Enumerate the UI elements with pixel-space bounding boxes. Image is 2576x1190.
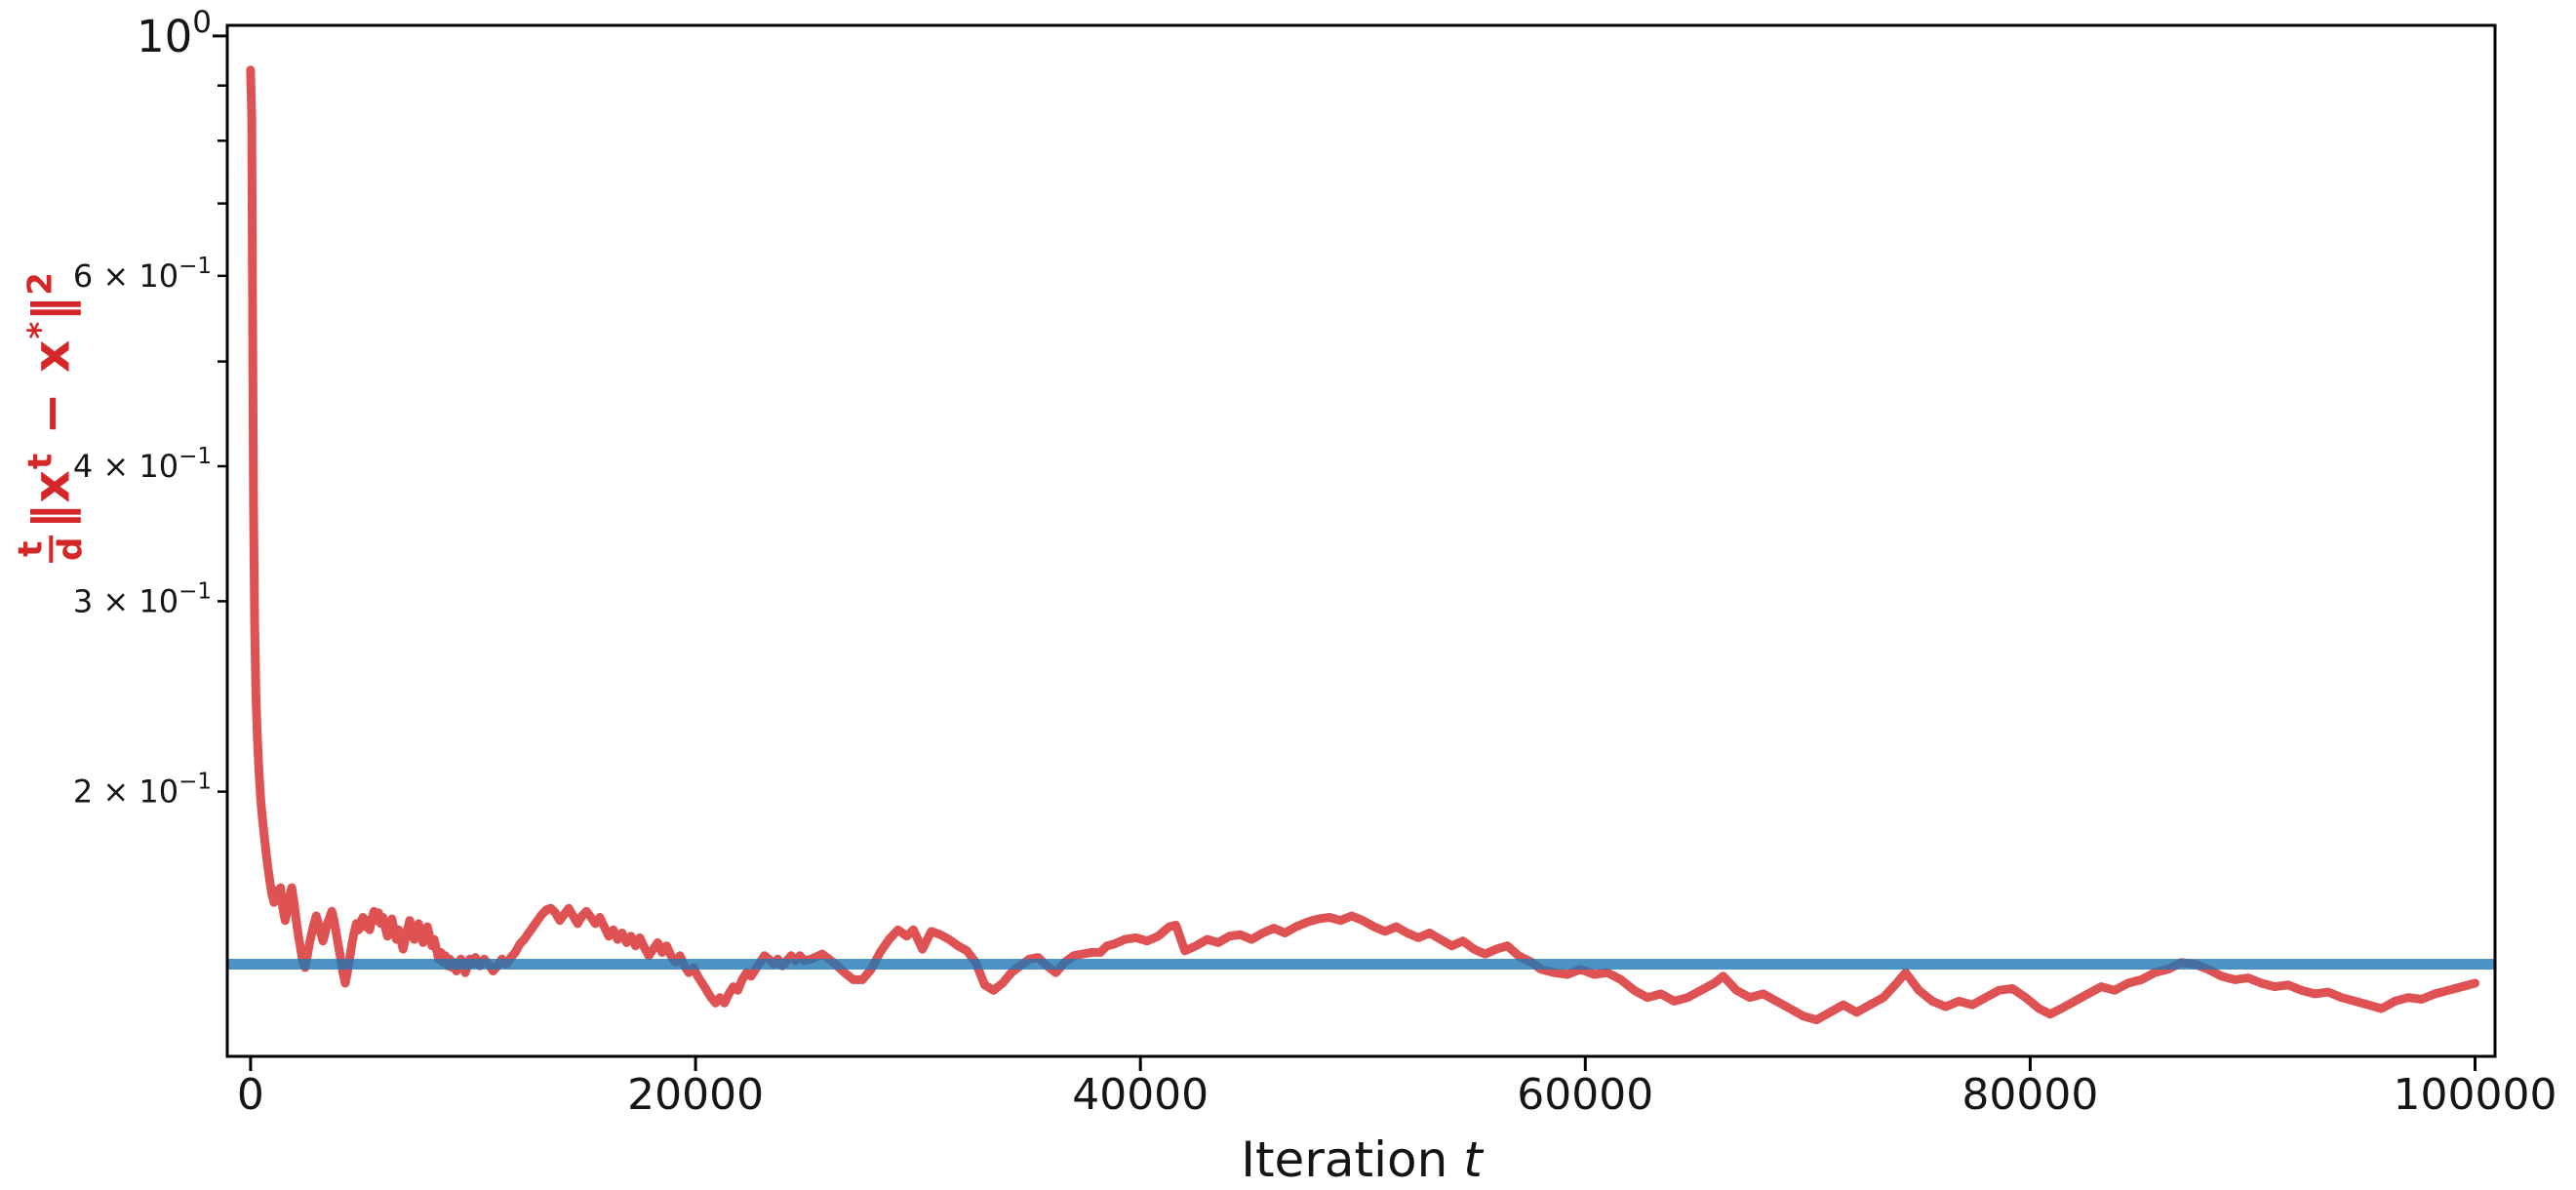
y-tick-label: 3 × 10−1: [73, 578, 212, 619]
norm-open: ‖: [22, 502, 81, 530]
y-tick-label: 100: [137, 5, 212, 62]
y-axis-label-fraction: t d: [11, 535, 90, 563]
minus-operator: −: [22, 373, 81, 454]
x-tick-label: 0: [237, 1070, 264, 1120]
x-tick-label: 60000: [1517, 1070, 1653, 1120]
y-axis-label-expression: ‖xt − x*‖2: [20, 272, 81, 530]
squared-error-curve: [246, 65, 2479, 1025]
x-axis-label-text: Iteration: [1241, 1131, 1464, 1188]
y-tick-label: 4 × 10−1: [73, 444, 212, 485]
fraction-denominator: d: [51, 536, 90, 561]
x-tick-label: 40000: [1072, 1070, 1209, 1120]
x-second-sup: *: [20, 321, 59, 339]
norm-close: ‖: [22, 295, 81, 322]
axes-spines: [225, 23, 2497, 1058]
y-axis-label: t d ‖xt − x*‖2: [11, 272, 90, 563]
y-tick-label: 2 × 10−1: [73, 770, 212, 811]
x-tick-label: 20000: [627, 1070, 764, 1120]
y-tick-label: 6 × 10−1: [73, 254, 212, 295]
fraction-numerator: t: [11, 535, 53, 563]
x-axis-label: Iteration t: [1241, 1131, 1483, 1188]
x-first: x: [22, 469, 81, 503]
x-first-sup: t: [20, 453, 59, 470]
norm-exponent: 2: [20, 272, 59, 296]
x-tick-label: 80000: [1962, 1070, 2098, 1120]
x-tick-label: 100000: [2394, 1070, 2557, 1120]
x-second: x: [22, 338, 81, 374]
x-axis-label-symbol: t: [1463, 1131, 1483, 1188]
